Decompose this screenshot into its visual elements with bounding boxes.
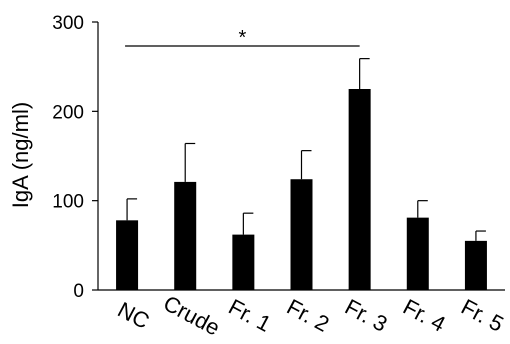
y-tick-label: 0 <box>73 281 84 302</box>
bar <box>232 234 255 290</box>
bar <box>406 217 429 290</box>
bar <box>348 89 371 290</box>
bar <box>290 179 313 290</box>
bar <box>174 181 197 290</box>
y-axis-title: IgA (ng/ml) <box>8 102 33 208</box>
x-tick-label: NC <box>114 297 154 334</box>
x-tick-label: Fr. 5 <box>457 294 508 337</box>
y-tick-label: 200 <box>52 102 84 123</box>
bar <box>116 220 139 290</box>
significance-annotation: * <box>125 27 360 49</box>
bars <box>116 89 487 290</box>
x-axis: NC Crude Fr. 1 Fr. 2 Fr. 3 Fr. 4 Fr. 5 <box>98 289 508 340</box>
x-tick-label: Fr. 1 <box>225 294 276 337</box>
x-tick-label: Fr. 4 <box>399 294 450 337</box>
y-tick-label: 300 <box>52 13 84 34</box>
x-tick-label: Fr. 3 <box>341 294 392 337</box>
error-bars <box>126 58 486 241</box>
y-axis: 0 100 200 300 <box>52 13 99 302</box>
bar <box>464 240 487 290</box>
significance-label: * <box>238 27 246 49</box>
x-tick-label: Crude <box>159 290 224 340</box>
y-tick-label: 100 <box>52 192 84 213</box>
x-tick-label: Fr. 2 <box>283 294 334 337</box>
